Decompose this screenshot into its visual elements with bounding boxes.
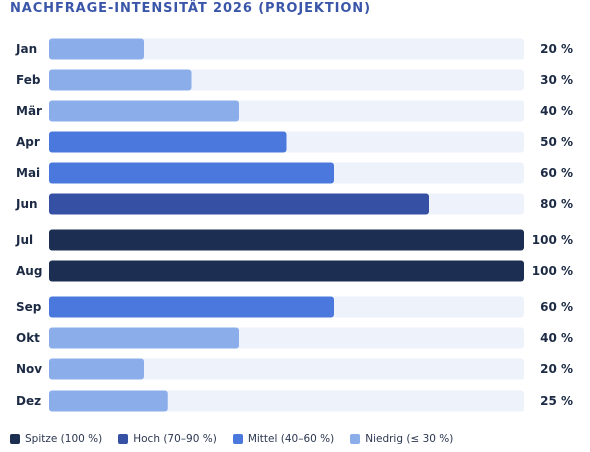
value-label-aug: 100 % <box>532 264 573 278</box>
value-label-jun: 80 % <box>540 197 573 211</box>
month-label-mär: Mär <box>16 104 42 118</box>
chart-title: NACHFRAGE-INTENSITÄT 2026 (PROJEKTION) <box>10 1 371 16</box>
bar-jul <box>49 229 524 251</box>
bar-mai <box>49 162 334 184</box>
legend-label-low: Niedrig (≤ 30 %) <box>365 433 454 445</box>
legend-item-low: Niedrig (≤ 30 %) <box>350 433 453 445</box>
legend-item-peak: Spitze (100 %) <box>10 433 102 445</box>
month-label-sep: Sep <box>16 300 42 314</box>
month-label-aug: Aug <box>16 264 42 278</box>
month-label-jul: Jul <box>15 233 33 247</box>
legend-swatch-mid <box>232 434 243 444</box>
bar-track-nov <box>49 358 524 380</box>
month-label-okt: Okt <box>16 331 40 345</box>
legend-label-mid: Mittel (40–60 %) <box>247 433 335 445</box>
value-label-jan: 20 % <box>540 42 573 56</box>
value-label-sep: 60 % <box>540 300 573 314</box>
legend-swatch-low <box>350 434 361 444</box>
value-label-jul: 100 % <box>532 233 573 247</box>
bar-feb <box>49 69 192 91</box>
bar-jan <box>49 38 144 60</box>
month-label-apr: Apr <box>16 135 40 149</box>
legend-swatch-peak <box>10 434 20 444</box>
month-label-mai: Mai <box>16 166 40 180</box>
legend-label-peak: Spitze (100 %) <box>25 433 103 445</box>
bar-mär <box>49 100 239 122</box>
value-label-feb: 30 % <box>540 73 573 87</box>
value-label-dez: 25 % <box>540 394 573 408</box>
month-label-dez: Dez <box>16 394 41 408</box>
legend-item-high: Hoch (70–90 %) <box>118 433 217 445</box>
bar-okt <box>49 327 239 349</box>
value-label-nov: 20 % <box>540 362 573 376</box>
value-label-apr: 50 % <box>540 135 573 149</box>
bar-aug <box>49 260 524 282</box>
bar-sep <box>49 296 334 318</box>
month-label-jan: Jan <box>15 42 37 56</box>
month-label-feb: Feb <box>16 73 41 87</box>
bar-apr <box>49 131 287 153</box>
bar-track-jan <box>49 38 524 60</box>
legend-swatch-high <box>118 434 129 444</box>
value-label-mai: 60 % <box>540 166 573 180</box>
bar-jun <box>49 193 429 215</box>
month-label-nov: Nov <box>16 362 42 376</box>
bar-dez <box>49 390 168 412</box>
chart-legend: Spitze (100 %) Hoch (70–90 %) Mittel (40… <box>10 433 453 445</box>
value-label-mär: 40 % <box>540 104 573 118</box>
bar-nov <box>49 358 144 380</box>
legend-item-mid: Mittel (40–60 %) <box>232 433 335 445</box>
value-label-okt: 40 % <box>540 331 573 345</box>
legend-label-high: Hoch (70–90 %) <box>133 433 217 445</box>
month-label-jun: Jun <box>15 197 38 211</box>
